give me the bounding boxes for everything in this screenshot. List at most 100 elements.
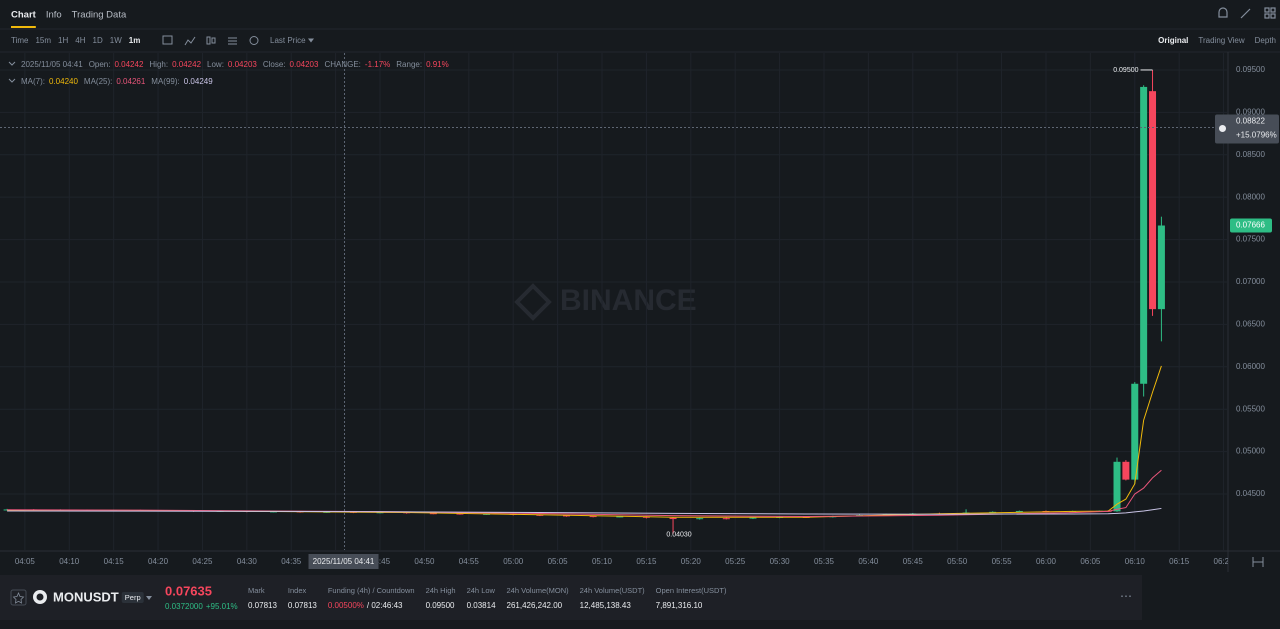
change: 0.0372000 xyxy=(165,602,203,611)
legend-label: CHANGE: xyxy=(324,60,360,69)
y-tick-label: 0.07000 xyxy=(1236,277,1265,286)
x-tick-label: 05:15 xyxy=(636,557,657,566)
header-icons[interactable] xyxy=(1218,7,1276,19)
x-tick-label: 05:50 xyxy=(947,557,968,566)
y-tick-label: 0.05500 xyxy=(1236,404,1265,413)
crosshair-change: +15.0796% xyxy=(1236,131,1277,140)
drawing-icon[interactable] xyxy=(184,36,196,46)
star-icon[interactable] xyxy=(12,591,25,604)
time-icon[interactable] xyxy=(249,36,259,45)
legend-label: High: xyxy=(149,60,168,69)
ma-value: 0.04240 xyxy=(49,77,78,86)
legend-label: Low: xyxy=(207,60,224,69)
ma-label: MA(99): xyxy=(151,77,179,86)
legend-collapse[interactable] xyxy=(8,61,16,66)
candle-body xyxy=(1140,86,1148,384)
ma-collapse[interactable] xyxy=(8,78,16,83)
candle-body xyxy=(669,517,677,520)
compare-icon[interactable] xyxy=(206,36,211,45)
stat-label: 24h Volume(USDT) xyxy=(580,586,646,595)
interval[interactable]: 15m xyxy=(35,36,51,45)
add-alert-icon[interactable] xyxy=(1219,124,1226,132)
tab-underline xyxy=(11,26,36,28)
ma-value: 0.04249 xyxy=(184,77,213,86)
interval[interactable]: 4H xyxy=(75,36,85,45)
view-option[interactable]: Depth xyxy=(1255,36,1276,45)
more-button[interactable]: ⋯ xyxy=(1120,589,1132,603)
x-tick-label: 04:30 xyxy=(237,557,258,566)
layout-icon-b[interactable] xyxy=(1270,7,1276,13)
stat-label: 24h Volume(MON) xyxy=(507,586,570,595)
candle-body xyxy=(1015,510,1023,512)
tab[interactable]: Trading Data xyxy=(72,10,127,21)
bell-icon[interactable] xyxy=(1218,7,1228,18)
view-option[interactable]: Original xyxy=(1158,36,1188,45)
compare-icon-b[interactable] xyxy=(211,37,216,44)
candle-body xyxy=(1149,91,1157,310)
legend-value: 0.04242 xyxy=(114,60,143,69)
toolbar-icons[interactable] xyxy=(162,35,259,46)
y-tick-label: 0.09500 xyxy=(1236,65,1265,74)
price: 0.07635 xyxy=(165,583,212,598)
indicator-icon[interactable] xyxy=(162,35,173,45)
interval[interactable]: 1H xyxy=(58,36,68,45)
price-type[interactable]: Last Price xyxy=(270,36,306,45)
layout-icon-d[interactable] xyxy=(1270,13,1276,19)
interval[interactable]: Time xyxy=(11,36,29,45)
x-tick-label: 05:40 xyxy=(858,557,879,566)
interval[interactable]: 1m xyxy=(129,36,141,45)
ma-value: 0.04261 xyxy=(116,77,145,86)
watermark-logo xyxy=(514,283,552,321)
y-tick-label: 0.06000 xyxy=(1236,362,1265,371)
x-tick-label: 05:55 xyxy=(992,557,1013,566)
symbol-caret[interactable] xyxy=(146,596,152,600)
stat-value: 0.00500% xyxy=(328,601,364,610)
contract-badge xyxy=(121,592,144,603)
candle-body xyxy=(1113,461,1121,512)
crosshair-time-box xyxy=(308,554,379,569)
interval[interactable]: 1W xyxy=(110,36,122,45)
tab[interactable]: Info xyxy=(46,10,62,21)
stat-value: 7,891,316.10 xyxy=(656,601,703,610)
view-option[interactable]: Trading View xyxy=(1198,36,1244,45)
scale-toggle[interactable] xyxy=(1252,557,1264,567)
stat-label: 24h Low xyxy=(467,586,496,595)
x-tick-label: 04:20 xyxy=(148,557,169,566)
ma-line xyxy=(7,507,1162,515)
candle-body xyxy=(483,513,491,515)
x-tick-label: 04:15 xyxy=(104,557,125,566)
interval[interactable]: 1D xyxy=(93,36,103,45)
stat-label: Mark xyxy=(248,586,265,595)
tab[interactable]: Chart xyxy=(11,10,37,21)
legend-value: 0.91% xyxy=(426,60,449,69)
x-tick-label: 04:10 xyxy=(59,557,80,566)
x-tick-label: 06:20 xyxy=(1214,557,1235,566)
legend-label: Range: xyxy=(396,60,422,69)
x-tick-label: 06:00 xyxy=(1036,557,1057,566)
watermark: BINANCE xyxy=(514,283,697,321)
crosshair-time: 2025/11/05 04:41 xyxy=(313,557,375,566)
layout-icon-c[interactable] xyxy=(1264,13,1270,19)
contract: Perp xyxy=(125,593,141,602)
layout-icon[interactable] xyxy=(1264,7,1270,13)
watermark-text: BINANCE xyxy=(560,284,697,317)
ticker-bar xyxy=(0,575,1142,620)
x-tick-label: 05:00 xyxy=(503,557,524,566)
x-tick-label: 06:15 xyxy=(1169,557,1190,566)
candle-body xyxy=(562,515,570,517)
annotation-label: 0.04030 xyxy=(666,532,691,539)
fullscreen-icon[interactable] xyxy=(1240,8,1251,19)
price-type-caret[interactable] xyxy=(308,38,314,43)
candle-body xyxy=(616,516,624,518)
candle-body xyxy=(1131,383,1139,480)
stat-value: 12,485,138.43 xyxy=(580,601,632,610)
symbol: MONUSDT xyxy=(53,589,119,604)
x-tick-label: 05:05 xyxy=(548,557,569,566)
last-price: 0.07666 xyxy=(1236,221,1265,230)
candle-body xyxy=(456,513,464,515)
favorite-button[interactable] xyxy=(10,589,27,606)
y-tick-label: 0.06500 xyxy=(1236,320,1265,329)
legend-value: 0.04203 xyxy=(290,60,319,69)
